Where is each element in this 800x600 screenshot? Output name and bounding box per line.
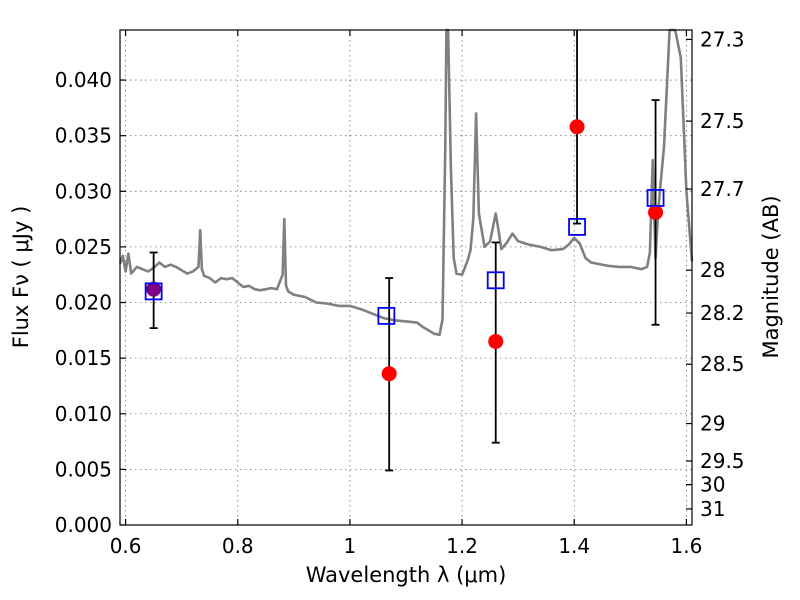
x-tick-label: 1.6 — [670, 534, 702, 558]
y-axis-label: Flux Fν ( μJy ) — [9, 206, 33, 349]
plot-frame — [119, 29, 693, 526]
y-tick-label: 0.025 — [55, 235, 112, 259]
template-spectrum — [118, 28, 694, 337]
spectrum-line — [118, 28, 694, 337]
observed-point — [648, 204, 664, 220]
x-axis-label: Wavelength λ (μm) — [306, 563, 507, 587]
observed-point — [381, 366, 397, 382]
observed-points — [146, 119, 664, 382]
x-tick-label: 1.2 — [446, 534, 478, 558]
y-tick-label: 0.040 — [55, 68, 112, 92]
y-tick-label: 0.010 — [55, 402, 112, 426]
x-tick-label: 1.4 — [558, 534, 590, 558]
x-axis-ticks: 0.6 0.8 1 1.2 1.4 1.6 — [110, 30, 702, 558]
y2-axis-label: Magnitude (AB) — [759, 195, 783, 358]
observed-point — [488, 333, 504, 349]
model-point — [144, 282, 163, 301]
observed-point — [569, 119, 585, 135]
y2-tick-label: 28 — [700, 258, 725, 282]
model-photometry-points — [144, 189, 665, 325]
y2-tick-label: 29 — [700, 412, 725, 436]
y2-tick-label: 27.3 — [700, 27, 745, 51]
y2-tick-label: 27.7 — [700, 177, 745, 201]
y-tick-label: 0.015 — [55, 346, 112, 370]
y2-tick-label: 30 — [700, 473, 725, 497]
y2-tick-label: 28.2 — [700, 301, 745, 325]
x-tick-label: 0.6 — [110, 534, 142, 558]
y2-tick-label: 27.5 — [700, 109, 745, 133]
x-tick-label: 1 — [344, 534, 357, 558]
model-point — [486, 271, 505, 290]
y-tick-label: 0.005 — [55, 457, 112, 481]
y-axis-ticks: 0.000 0.005 0.010 0.015 0.020 0.025 0.030 0.035… — [55, 68, 126, 537]
y-tick-label: 0.035 — [55, 124, 112, 148]
y-tick-label: 0.020 — [55, 291, 112, 315]
y2-tick-label: 31 — [700, 497, 725, 521]
model-point — [377, 306, 396, 325]
x-tick-label: 0.8 — [222, 534, 254, 558]
y-tick-label: 0.000 — [55, 513, 112, 537]
model-point — [568, 217, 586, 236]
observed-point — [146, 281, 162, 297]
model-point — [646, 189, 665, 207]
y-tick-label: 0.030 — [55, 179, 112, 203]
y2-tick-label: 29.5 — [700, 449, 745, 473]
grid-lines — [120, 30, 692, 526]
y2-tick-label: 28.5 — [700, 352, 745, 376]
